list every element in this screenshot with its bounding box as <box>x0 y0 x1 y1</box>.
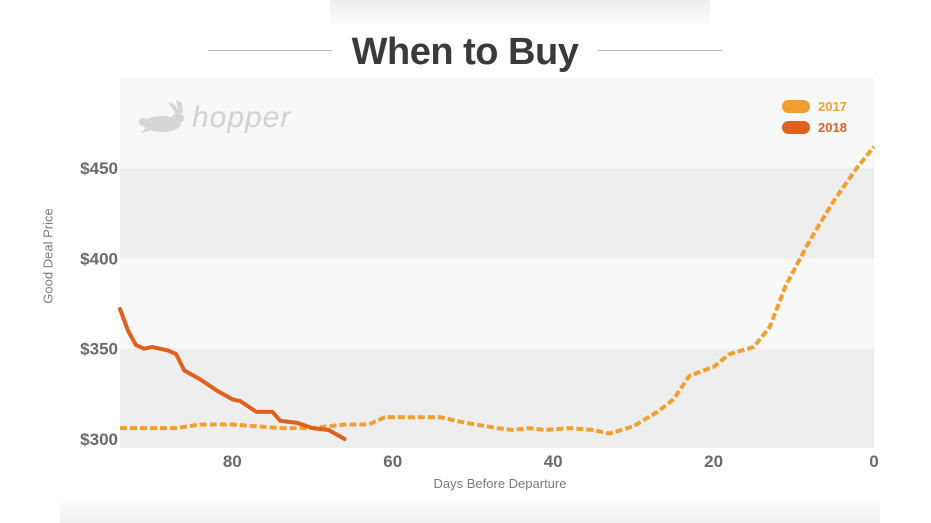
y-tick-label: $300 <box>80 430 118 449</box>
chart-legend: 2017 2018 <box>782 96 847 138</box>
title-rule-left <box>208 50 332 51</box>
hopper-logo: hopper <box>138 100 291 136</box>
x-tick-label: 80 <box>223 452 242 471</box>
plot-band <box>120 78 874 169</box>
series-line-2018 <box>118 307 347 441</box>
legend-swatch-2018 <box>782 121 810 134</box>
rabbit-icon <box>139 100 184 133</box>
y-tick-label: $400 <box>80 249 118 268</box>
x-axis-ticks: 80 60 40 20 0 <box>223 452 879 471</box>
series-lines <box>118 145 876 441</box>
logo-wordmark: hopper <box>192 101 292 134</box>
legend-label-2017: 2017 <box>818 99 847 114</box>
y-axis-ticks: $300 $350 $400 $450 <box>80 159 118 449</box>
plot-band <box>120 168 874 259</box>
legend-item-2017: 2017 <box>782 96 847 117</box>
chart-title: When to Buy <box>351 31 579 73</box>
legend-label-2018: 2018 <box>818 120 847 135</box>
legend-swatch-2017 <box>782 100 810 113</box>
plot-band <box>120 258 874 349</box>
y-tick-label: $450 <box>80 159 118 178</box>
plot-band <box>120 348 874 448</box>
top-background-shade <box>330 0 710 28</box>
y-tick-label: $350 <box>80 340 118 359</box>
x-axis-label: Days Before Departure <box>433 476 567 491</box>
title-rule-right <box>598 50 722 51</box>
x-tick-label: 60 <box>383 452 402 471</box>
legend-item-2018: 2018 <box>782 117 847 138</box>
x-tick-label: 0 <box>869 452 878 471</box>
bottom-background-shade <box>60 497 880 523</box>
plot-background-bands <box>120 78 874 448</box>
x-tick-label: 40 <box>544 452 563 471</box>
series-line-2017 <box>120 145 876 436</box>
x-tick-label: 20 <box>704 452 723 471</box>
y-axis-label: Good Deal Price <box>40 208 56 304</box>
